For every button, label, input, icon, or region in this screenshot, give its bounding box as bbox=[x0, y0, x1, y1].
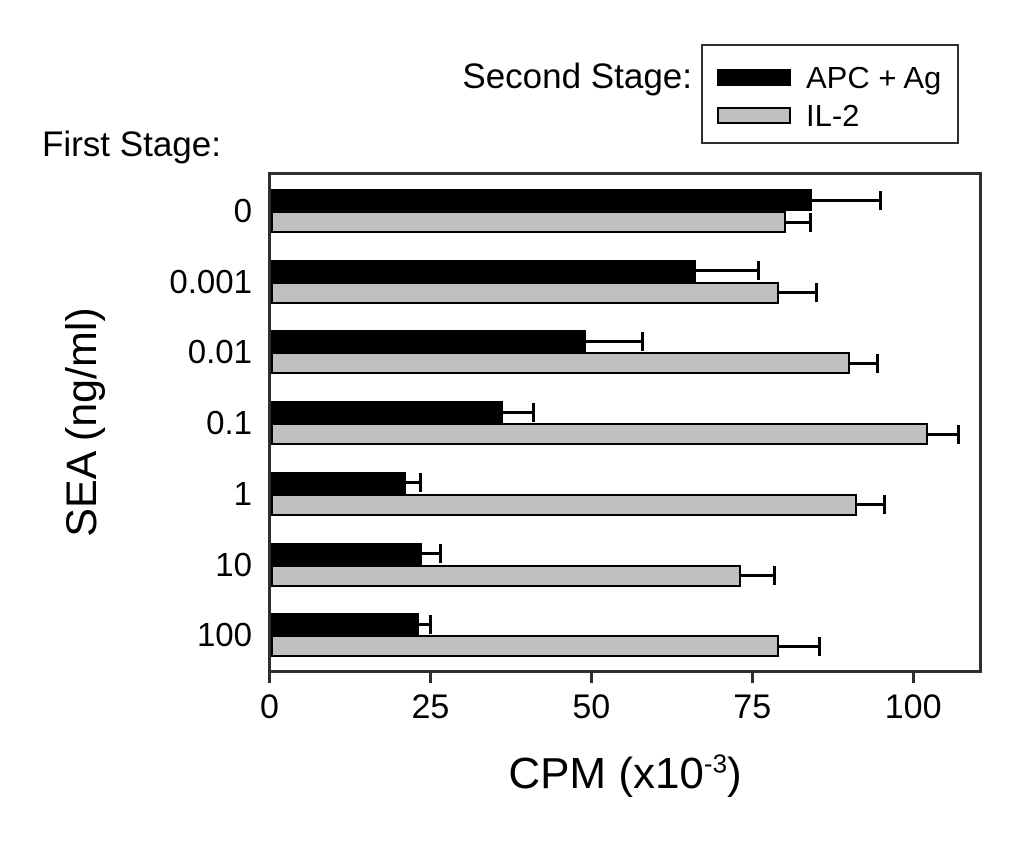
x-tick-label-50: 50 bbox=[572, 688, 611, 726]
bar-apc-ag-0 bbox=[271, 189, 812, 211]
error-cap-apc-ag-0.1 bbox=[531, 402, 535, 422]
x-tick-label-0: 0 bbox=[260, 688, 279, 726]
x-tick-50 bbox=[589, 672, 593, 683]
x-axis-title-suffix: ) bbox=[727, 749, 742, 798]
legend-entry-apc-ag: APC + Ag bbox=[717, 62, 941, 93]
x-tick-75 bbox=[750, 672, 754, 683]
error-cap-apc-ag-0 bbox=[879, 190, 883, 210]
bar-apc-ag-0.01 bbox=[271, 330, 587, 353]
bar-apc-ag-0.001 bbox=[271, 259, 696, 282]
legend-entry-il2: IL-2 bbox=[717, 100, 859, 131]
x-tick-label-100: 100 bbox=[884, 688, 942, 726]
x-tick-label-75: 75 bbox=[733, 688, 772, 726]
error-cap-il2-0.01 bbox=[876, 353, 880, 373]
error-cap-il2-0.1 bbox=[956, 424, 960, 444]
first-stage-label: First Stage: bbox=[42, 125, 221, 164]
category-label-0.1: 0.1 bbox=[206, 404, 252, 442]
error-bar-apc-ag-0.1 bbox=[502, 410, 535, 414]
error-cap-il2-10 bbox=[773, 566, 777, 586]
error-bar-il2-1 bbox=[856, 503, 886, 507]
x-axis-title-prefix: CPM (x10 bbox=[508, 749, 704, 798]
error-cap-apc-ag-0.01 bbox=[641, 331, 645, 351]
error-cap-il2-1 bbox=[882, 495, 886, 515]
error-bar-apc-ag-100 bbox=[419, 622, 432, 626]
category-label-0.001: 0.001 bbox=[169, 262, 252, 300]
bar-apc-ag-0.1 bbox=[271, 401, 503, 424]
plot-frame bbox=[268, 172, 982, 673]
bar-il2-0.001 bbox=[271, 281, 780, 304]
error-bar-il2-0.01 bbox=[850, 361, 880, 365]
y-axis-label: SEA (ng/ml) bbox=[58, 307, 106, 537]
bar-il2-1 bbox=[271, 493, 857, 516]
bar-il2-0.01 bbox=[271, 352, 851, 375]
x-axis-title: CPM (x10-3) bbox=[415, 748, 835, 800]
x-tick-0 bbox=[268, 672, 271, 683]
error-bar-apc-ag-0.001 bbox=[695, 269, 761, 273]
error-cap-apc-ag-10 bbox=[438, 544, 442, 564]
second-stage-label: Second Stage: bbox=[462, 57, 692, 96]
bars-layer bbox=[271, 175, 979, 670]
x-axis-title-exponent: -3 bbox=[703, 748, 728, 779]
bar-apc-ag-1 bbox=[271, 471, 407, 494]
bar-il2-0.1 bbox=[271, 423, 928, 446]
error-cap-apc-ag-1 bbox=[419, 473, 423, 493]
error-bar-il2-0.001 bbox=[779, 291, 819, 295]
category-label-100: 100 bbox=[196, 616, 252, 654]
bar-il2-100 bbox=[271, 635, 780, 658]
error-bar-apc-ag-0.01 bbox=[586, 339, 645, 343]
legend: APC + Ag IL-2 bbox=[701, 44, 959, 144]
error-cap-il2-0.001 bbox=[815, 283, 819, 303]
error-bar-il2-0.1 bbox=[927, 432, 960, 436]
bar-il2-0 bbox=[271, 211, 786, 233]
legend-swatch-apc-ag bbox=[717, 68, 791, 86]
bar-apc-ag-10 bbox=[271, 542, 423, 565]
error-bar-il2-100 bbox=[779, 644, 822, 648]
x-tick-100 bbox=[911, 672, 915, 683]
error-cap-apc-ag-0.001 bbox=[757, 261, 761, 281]
error-bar-apc-ag-0 bbox=[811, 198, 883, 202]
error-bar-apc-ag-10 bbox=[422, 552, 442, 556]
legend-label-il2: IL-2 bbox=[806, 97, 860, 133]
error-cap-il2-0 bbox=[808, 212, 812, 232]
category-label-0: 0 bbox=[233, 192, 252, 229]
legend-swatch-il2 bbox=[717, 106, 791, 124]
category-label-0.01: 0.01 bbox=[187, 333, 252, 371]
category-label-1: 1 bbox=[233, 474, 252, 512]
error-cap-apc-ag-100 bbox=[428, 614, 432, 634]
error-cap-il2-100 bbox=[818, 636, 822, 656]
x-tick-25 bbox=[428, 672, 432, 683]
bar-il2-10 bbox=[271, 564, 741, 587]
error-bar-apc-ag-1 bbox=[406, 481, 423, 485]
error-bar-il2-0 bbox=[785, 220, 812, 224]
bar-apc-ag-100 bbox=[271, 613, 420, 636]
x-tick-label-25: 25 bbox=[411, 688, 450, 726]
error-bar-il2-10 bbox=[740, 574, 777, 578]
category-label-10: 10 bbox=[215, 545, 252, 583]
legend-label-apc-ag: APC + Ag bbox=[806, 59, 942, 95]
